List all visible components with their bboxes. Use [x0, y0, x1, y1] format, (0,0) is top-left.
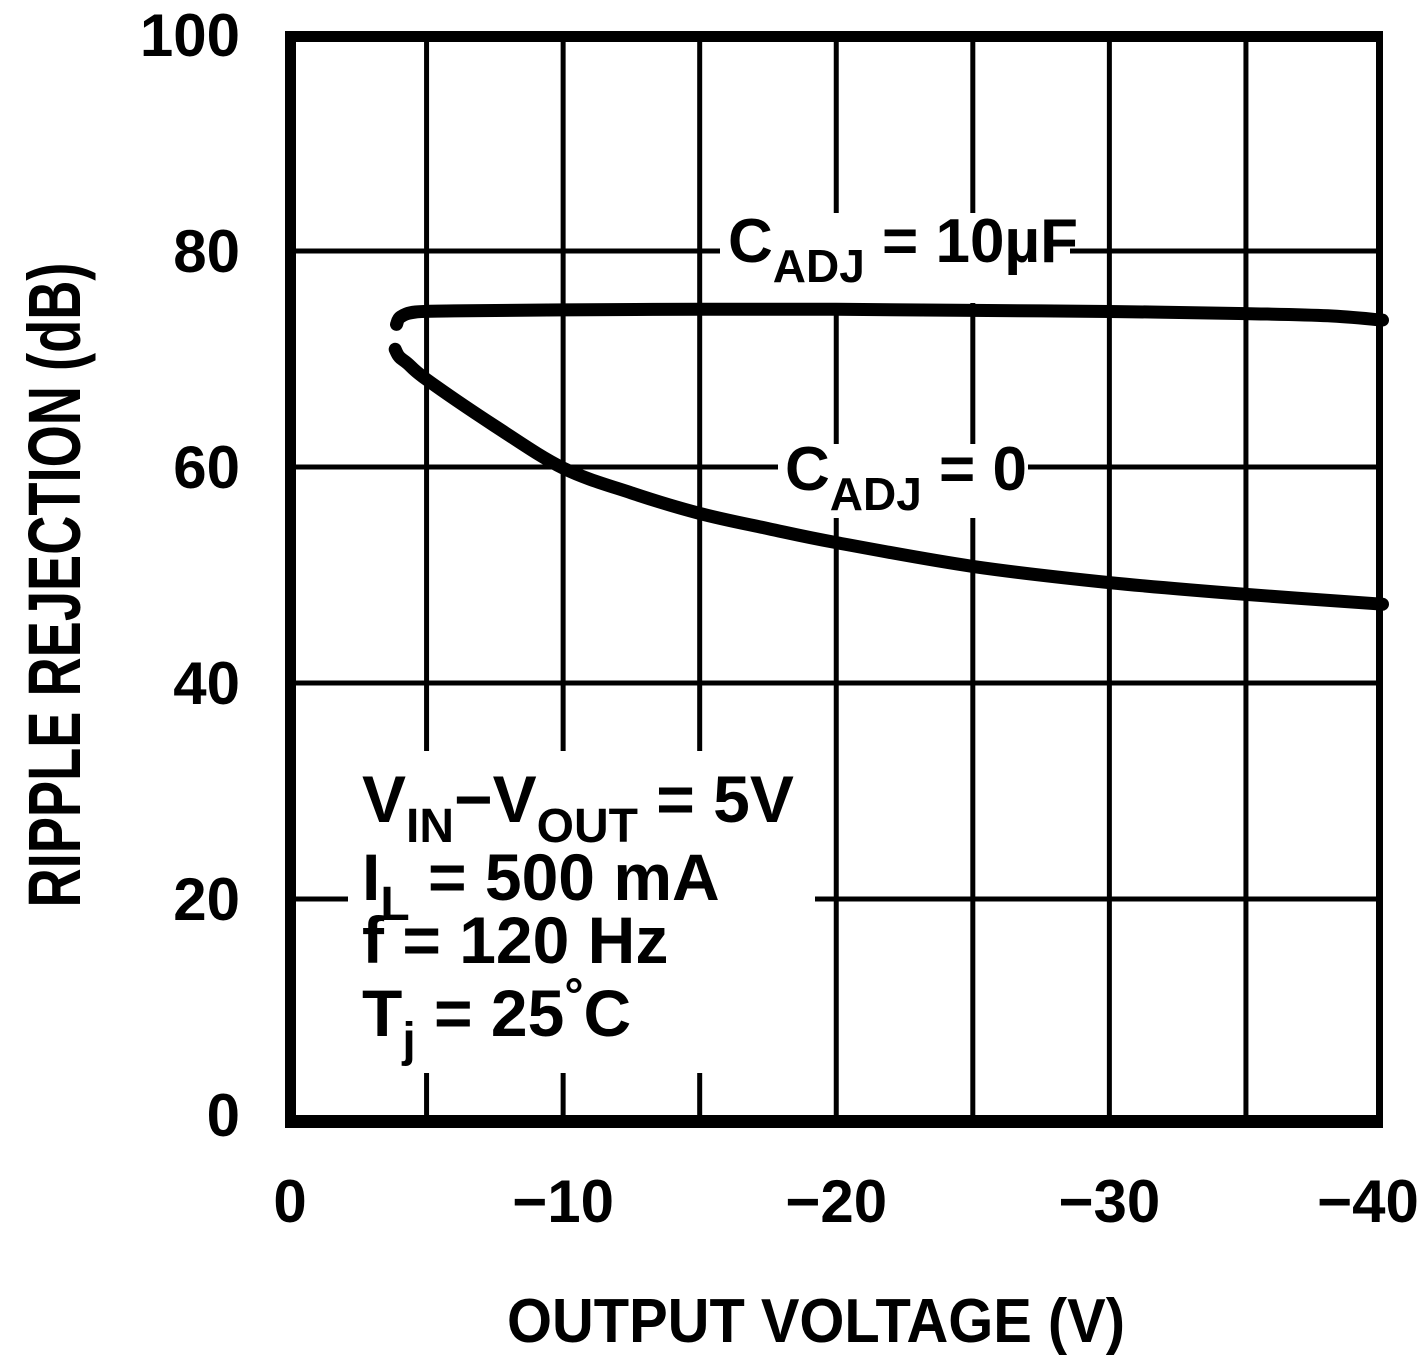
plot-border-right [1376, 31, 1383, 1128]
condition-load-current: IL = 500 mA [362, 840, 720, 931]
curve-cadj-10uF [390, 302, 1389, 331]
text-segment-2: = 10µF [865, 207, 1078, 276]
text-segment-1: IN [406, 800, 454, 853]
y-tick-label-100: 100 [140, 2, 240, 69]
text-segment-0: C [728, 207, 773, 276]
plot-border-bottom [285, 1115, 1383, 1128]
curve-label-0: CADJ = 0 [785, 435, 1027, 520]
text-segment-0: I [362, 840, 380, 914]
text-segment-0: C [785, 435, 830, 504]
y-tick-label-20: 20 [173, 866, 240, 933]
text-segment-3: OUT [537, 800, 638, 853]
y-tick-label-80: 80 [173, 218, 240, 285]
plot-border-left [285, 31, 296, 1128]
x-tick-label-0: 0 [273, 1168, 306, 1235]
text-segment-2: = 25 [416, 976, 565, 1050]
y-axis-title: RIPPLE REJECTION (dB) [13, 263, 96, 908]
curve-cadj-0 [388, 342, 1389, 611]
x-tick-label-−30: −30 [1058, 1168, 1160, 1235]
curve-label-10uF: CADJ = 10µF [728, 207, 1078, 292]
plot-border [285, 31, 1383, 1128]
text-segment-1: ADJ [830, 468, 922, 520]
text-segment-4: = 5V [638, 762, 794, 836]
condition-junction-temp: Tj = 25°C [362, 970, 631, 1067]
curve-label-0-background [778, 444, 1028, 518]
gridlines [290, 36, 1380, 1115]
conditions-background [348, 751, 815, 1073]
text-segment-1: ADJ [773, 240, 865, 292]
y-tick-label-60: 60 [173, 434, 240, 501]
text-segment-1: j [401, 1014, 415, 1067]
text-segment-2: −V [454, 762, 537, 836]
text-segment-2: = 0 [922, 435, 1027, 504]
x-tick-label-−10: −10 [512, 1168, 614, 1235]
text-segment-3: ° [564, 970, 583, 1023]
y-tick-label-40: 40 [173, 650, 240, 717]
x-tick-label-−40: −40 [1317, 1168, 1419, 1235]
condition-frequency: f = 120 Hz [362, 903, 668, 977]
text-segment-0: T [362, 976, 402, 1050]
text-segment-1: L [380, 878, 409, 931]
condition-vin-vout: VIN−VOUT = 5V [362, 762, 794, 853]
test-conditions: VIN−VOUT = 5V IL = 500 mA f = 120 Hz Tj … [362, 762, 794, 1067]
text-segment-0: V [362, 762, 406, 836]
curve-label-10uF-background [720, 213, 1070, 303]
text-segment-2: = 500 mA [410, 840, 720, 914]
axis-tick-labels: 0 20 40 60 80 100 0 −10 −20 −30 −40 [140, 2, 1419, 1235]
x-tick-label-−20: −20 [785, 1168, 887, 1235]
text-segment-0: f = 120 Hz [362, 903, 668, 977]
text-segment-4: C [584, 976, 632, 1050]
data-curves [388, 302, 1389, 611]
y-tick-label-0: 0 [207, 1082, 240, 1149]
curve-labels: CADJ = 10µF CADJ = 0 [728, 207, 1078, 520]
x-axis-title: OUTPUT VOLTAGE (V) [507, 1287, 1125, 1356]
plot-border-top [285, 31, 1383, 42]
